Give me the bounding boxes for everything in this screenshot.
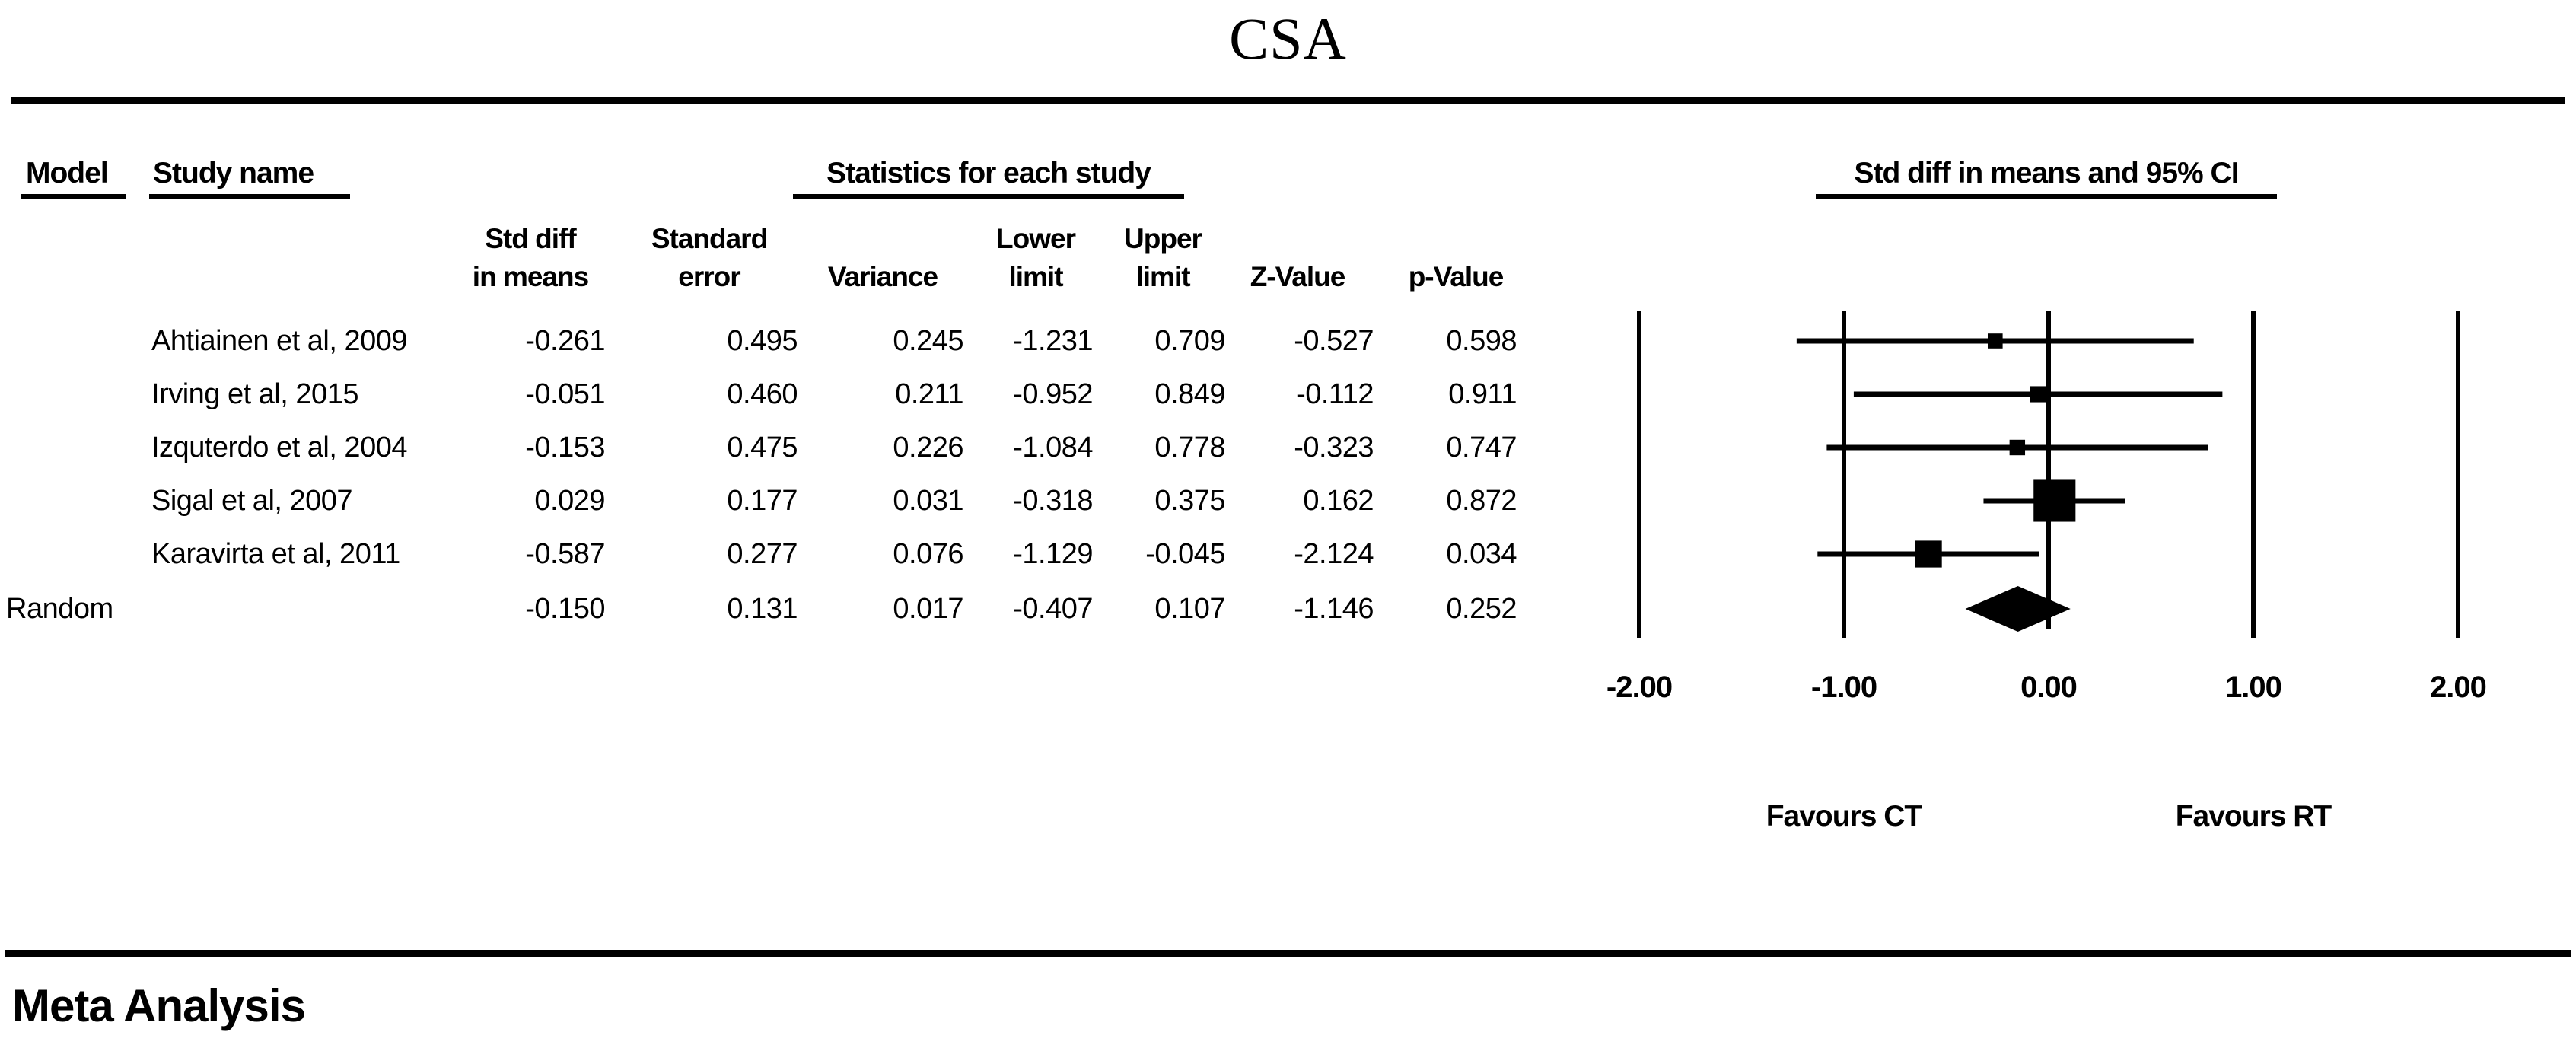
stat-column-header-line1: Lower — [996, 223, 1076, 254]
tick-label: 1.00 — [2225, 671, 2282, 704]
stat-value-cell: -0.318 — [1013, 485, 1093, 517]
stat-value-cell: 0.778 — [1154, 432, 1225, 463]
stat-column-header-line1: Upper — [1124, 223, 1202, 254]
stat-column-header-line2: limit — [1135, 261, 1190, 292]
stat-value-cell: 0.495 — [727, 325, 798, 357]
stat-value-cell: -0.587 — [525, 538, 605, 570]
stat-value-cell: -1.129 — [1013, 538, 1093, 570]
stat-column-header-line2: p-Value — [1408, 261, 1505, 292]
tick-label: -2.00 — [1606, 671, 1673, 704]
study-name-cell: Izquterdo et al, 2004 — [151, 432, 407, 463]
effect-square — [1987, 333, 2003, 349]
stat-value-cell: 0.598 — [1446, 325, 1517, 357]
stat-value-cell: 0.076 — [893, 538, 963, 570]
stat-value-cell: -0.261 — [525, 325, 605, 357]
column-group-plot: Std diff in means and 95% CI — [1854, 157, 2239, 190]
plot-header-underline — [1816, 194, 2277, 199]
stat-column-header-line1: Std diff — [485, 223, 576, 254]
stat-column-header-line2: limit — [1008, 261, 1063, 292]
stat-value-cell: -0.323 — [1294, 432, 1374, 463]
stat-value-cell: 0.460 — [727, 378, 798, 410]
stat-value-cell: 0.277 — [727, 538, 798, 570]
tick-label: -1.00 — [1810, 671, 1877, 704]
tick-label: 2.00 — [2430, 671, 2487, 704]
stat-value-cell: -0.952 — [1013, 378, 1093, 410]
study-name-cell: Sigal et al, 2007 — [151, 485, 353, 517]
stat-value-cell: -0.150 — [525, 593, 605, 625]
stat-value-cell: -0.527 — [1294, 325, 1374, 357]
effect-square — [2009, 439, 2026, 456]
stat-column-header-line2: Z-Value — [1250, 261, 1346, 292]
statistics-underline — [793, 194, 1184, 199]
stat-value-cell: -0.153 — [525, 432, 605, 463]
stat-value-cell: 0.107 — [1154, 593, 1225, 625]
tick-label: 0.00 — [2020, 671, 2078, 704]
summary-diamond — [1965, 586, 2071, 632]
stat-value-cell: 0.017 — [893, 593, 963, 625]
model-cell: Random — [6, 593, 113, 625]
stat-value-cell: 0.375 — [1154, 485, 1225, 517]
stat-value-cell: 0.872 — [1446, 485, 1517, 517]
stat-value-cell: 0.131 — [727, 593, 798, 625]
stat-value-cell: 0.747 — [1446, 432, 1517, 463]
stat-value-cell: -1.231 — [1013, 325, 1093, 357]
stat-value-cell: 0.911 — [1448, 378, 1517, 410]
stat-value-cell: 0.245 — [893, 325, 963, 357]
stat-value-cell: -2.124 — [1294, 538, 1374, 570]
effect-square — [1915, 540, 1942, 568]
stat-value-cell: 0.709 — [1154, 325, 1225, 357]
stat-value-cell: -0.112 — [1296, 378, 1374, 410]
stat-value-cell: 0.226 — [893, 432, 963, 463]
study-name-cell: Irving et al, 2015 — [151, 378, 358, 410]
stat-column-header-line1: Standard — [651, 223, 768, 254]
effect-square — [2030, 386, 2046, 403]
study-name-underline — [149, 194, 350, 199]
top-rule — [11, 97, 2565, 104]
column-group-statistics: Statistics for each study — [826, 157, 1151, 190]
study-name-cell: Karavirta et al, 2011 — [151, 538, 400, 570]
stat-value-cell: 0.211 — [895, 378, 963, 410]
stat-value-cell: 0.252 — [1446, 593, 1517, 625]
stat-column-header-line2: in means — [472, 261, 589, 292]
stat-column-header-line2: error — [678, 261, 740, 292]
stat-value-cell: -0.407 — [1013, 593, 1093, 625]
bottom-rule — [5, 950, 2571, 957]
study-name-cell: Ahtiainen et al, 2009 — [151, 325, 408, 357]
stat-value-cell: 0.034 — [1446, 538, 1517, 570]
stat-value-cell: -1.084 — [1013, 432, 1093, 463]
model-underline — [21, 194, 126, 199]
stat-value-cell: -1.146 — [1294, 593, 1374, 625]
stat-value-cell: 0.475 — [727, 432, 798, 463]
page-title: CSA — [1229, 5, 1347, 72]
stat-value-cell: 0.177 — [727, 485, 798, 517]
favours-right-label: Favours RT — [2175, 800, 2332, 833]
stat-column-header-line2: Variance — [827, 261, 938, 292]
meta-analysis-label: Meta Analysis — [12, 980, 306, 1031]
stat-value-cell: -0.045 — [1145, 538, 1225, 570]
stat-value-cell: 0.031 — [893, 485, 963, 517]
stat-value-cell: 0.162 — [1303, 485, 1374, 517]
stat-value-cell: 0.029 — [534, 485, 605, 517]
favours-left-label: Favours CT — [1766, 800, 1923, 833]
column-group-model: Model — [26, 157, 109, 190]
effect-square — [2033, 479, 2076, 522]
stat-value-cell: -0.051 — [525, 378, 605, 410]
stat-value-cell: 0.849 — [1154, 378, 1225, 410]
column-group-study-name: Study name — [153, 157, 314, 190]
